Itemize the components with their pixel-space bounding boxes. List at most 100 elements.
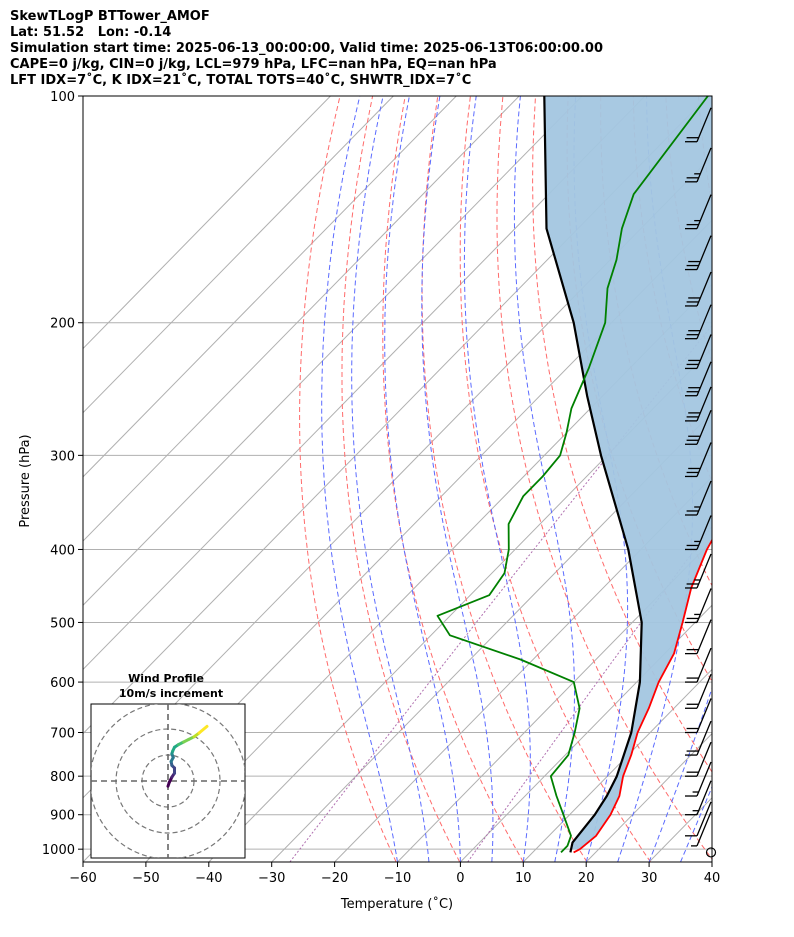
wind-barb bbox=[685, 271, 712, 307]
y-tick-label: 100 bbox=[50, 90, 75, 105]
isotherm-line bbox=[397, 540, 712, 862]
wind-barb bbox=[685, 698, 712, 734]
isotherm-line bbox=[83, 96, 331, 350]
y-tick-label: 1000 bbox=[42, 843, 75, 858]
moist-adiabat bbox=[421, 96, 494, 862]
y-tick-label: 400 bbox=[50, 543, 75, 558]
barb-shaft bbox=[696, 480, 712, 516]
wind-barb bbox=[691, 811, 712, 847]
title-line-5: LFT IDX=7˚C, K IDX=21˚C, TOTAL TOTS=40˚C… bbox=[10, 73, 472, 88]
isotherm-line bbox=[460, 604, 712, 862]
hodo-segment bbox=[197, 724, 209, 735]
barb-shaft bbox=[696, 442, 712, 477]
wind-barb bbox=[685, 194, 712, 230]
dry-adiabat bbox=[459, 96, 651, 862]
barb-shaft bbox=[696, 698, 712, 733]
isotherm-line bbox=[145, 283, 712, 862]
isotherm-line bbox=[522, 668, 712, 862]
moist-adiabat bbox=[351, 96, 430, 862]
barb-shaft bbox=[696, 361, 712, 396]
moist-adiabat bbox=[321, 96, 398, 862]
x-tick-label: 20 bbox=[578, 871, 595, 886]
wind-barb bbox=[685, 480, 712, 516]
y-tick-label: 200 bbox=[50, 317, 75, 332]
y-tick-label: 800 bbox=[50, 770, 75, 785]
dry-adiabat bbox=[764, 96, 794, 862]
wind-barb bbox=[685, 410, 712, 445]
barb-shaft bbox=[696, 720, 712, 756]
wind-barb bbox=[685, 801, 712, 837]
dewpoint-line bbox=[436, 96, 709, 854]
wind-barb bbox=[685, 361, 712, 397]
barb-shaft bbox=[696, 147, 712, 183]
x-tick-label: −30 bbox=[258, 871, 285, 886]
x-tick-label: −50 bbox=[132, 871, 159, 886]
wind-barb bbox=[685, 515, 712, 551]
isotherm-line bbox=[83, 96, 457, 478]
barb-shaft bbox=[696, 304, 712, 339]
wind-barb bbox=[685, 147, 712, 183]
isotherm-line bbox=[83, 96, 394, 414]
wind-barb bbox=[685, 647, 712, 683]
parcel-line bbox=[543, 96, 643, 853]
barb-shaft bbox=[696, 410, 712, 445]
x-tick-label: −40 bbox=[195, 871, 222, 886]
barb-shaft bbox=[696, 619, 712, 654]
axis-ticks: −60 −50 −40 −30 −20 −10 0 10 20 30 40 100 200 300 400 5… bbox=[42, 90, 720, 886]
dry-adiabat bbox=[382, 96, 524, 862]
barb-shaft bbox=[696, 674, 712, 709]
temperature-line bbox=[573, 538, 712, 854]
barb-shaft bbox=[696, 647, 712, 683]
wind-barb bbox=[685, 386, 712, 422]
wind-barb bbox=[685, 304, 712, 340]
barb-shaft bbox=[696, 801, 712, 837]
barb-shaft bbox=[696, 515, 712, 550]
barb-shaft bbox=[696, 107, 712, 142]
title-line-2: Lat: 51.52 Lon: -0.14 bbox=[10, 25, 172, 40]
moist-adiabat bbox=[384, 96, 461, 862]
barb-shaft bbox=[696, 741, 712, 777]
title-line-1: SkewTLogP BTTower_AMOF bbox=[10, 9, 210, 24]
barb-shaft bbox=[696, 235, 712, 270]
x-tick-label: 40 bbox=[704, 871, 721, 886]
dry-adiabat bbox=[421, 96, 588, 862]
y-axis-label: Pressure (hPa) bbox=[18, 434, 33, 527]
wind-barb bbox=[685, 674, 712, 709]
hodograph-title: Wind Profile bbox=[128, 672, 204, 685]
isotherm-line bbox=[208, 347, 712, 862]
y-tick-label: 300 bbox=[50, 449, 75, 464]
wind-barb bbox=[705, 847, 717, 858]
dry-adiabat bbox=[299, 96, 397, 862]
cin-area bbox=[544, 96, 712, 850]
moist-adiabat bbox=[680, 785, 712, 862]
mixing-ratio-line bbox=[467, 525, 712, 862]
wind-barb bbox=[685, 334, 712, 370]
x-tick-label: −60 bbox=[69, 871, 96, 886]
hodograph-subtitle: 10m/s increment bbox=[119, 687, 223, 700]
isotherm-line bbox=[83, 96, 646, 671]
x-axis-label: Temperature (˚C) bbox=[340, 896, 453, 912]
wind-barb bbox=[685, 235, 712, 271]
barb-shaft bbox=[696, 194, 712, 229]
y-tick-label: 900 bbox=[50, 809, 75, 824]
dry-adiabat bbox=[731, 96, 794, 862]
x-tick-label: 10 bbox=[515, 871, 532, 886]
wind-barb bbox=[685, 741, 712, 777]
x-tick-label: −20 bbox=[321, 871, 348, 886]
x-tick-label: 0 bbox=[456, 871, 464, 886]
barb-shaft bbox=[696, 588, 712, 623]
barb-shaft bbox=[696, 271, 712, 307]
mixing-ratio-line bbox=[289, 324, 712, 862]
barb-shaft bbox=[696, 811, 712, 847]
y-tick-label: 500 bbox=[50, 616, 75, 631]
wind-barb bbox=[685, 619, 712, 655]
dry-adiabat bbox=[496, 96, 712, 860]
x-tick-label: −10 bbox=[384, 871, 411, 886]
cin-shading bbox=[544, 96, 712, 850]
dry-adiabat bbox=[697, 96, 712, 208]
calm-circle bbox=[705, 847, 717, 858]
barb-shaft bbox=[696, 386, 712, 422]
hodograph: Wind Profile 10m/s increment bbox=[90, 672, 246, 859]
wind-barb bbox=[685, 588, 712, 624]
